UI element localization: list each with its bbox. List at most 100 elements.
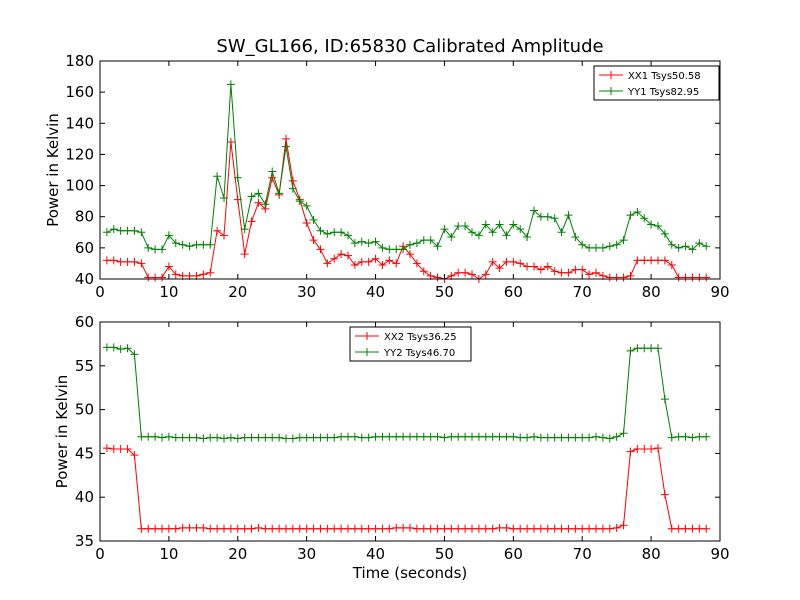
data-point [268,167,277,176]
data-point [302,524,311,533]
data-point [247,524,256,533]
data-point [185,242,194,251]
data-point [123,257,132,266]
data-point [254,433,263,442]
data-point [695,273,704,282]
data-point [116,257,125,266]
y-tick-label: 100 [65,177,94,195]
data-point [543,212,552,221]
data-point [647,220,656,229]
axes-frame [99,321,721,542]
y-tick-label: 40 [75,270,94,288]
data-point [192,240,201,249]
legend-box [349,326,472,362]
data-point [612,432,621,441]
legend-marker [607,71,615,79]
data-point [502,257,511,266]
data-point [344,251,352,260]
data-point [123,344,132,353]
data-point [144,273,153,282]
data-point [433,524,442,533]
y-tick-label: 140 [65,114,94,132]
data-point [102,343,111,352]
plots: 0 10 20 30 40 50 60 70 80 90406080100120140160180… [44,52,730,582]
data-point [137,259,146,268]
data-point [171,270,180,279]
data-point [392,259,401,268]
x-tick-label: 80 [642,283,661,301]
data-point [598,243,607,252]
data-point [171,433,180,442]
data-point [357,433,366,442]
data-point [275,433,284,442]
data-point [619,273,628,282]
data-point [295,197,304,206]
data-point [226,524,235,533]
data-point [309,236,318,245]
data-point [481,432,490,441]
series-2 [102,80,711,254]
data-point [178,433,187,442]
data-point [116,445,125,454]
data-point [674,524,683,533]
data-point [681,273,690,282]
x-tick-label: 10 [159,545,178,563]
data-point [564,524,573,533]
data-point [619,236,628,245]
data-point [571,232,580,241]
data-point [364,433,373,442]
data-point [295,433,304,442]
x-tick-label: 60 [504,283,523,301]
data-point [578,265,587,274]
data-point [233,434,242,443]
data-point [412,524,421,533]
data-point [461,432,470,441]
data-point [433,432,442,441]
data-point [102,444,111,453]
data-point [509,220,518,229]
data-point [371,254,380,263]
data-point [474,432,483,441]
data-point [523,232,532,241]
data-point [116,226,125,235]
data-point [419,524,428,533]
data-point [571,265,580,274]
data-point [530,524,538,533]
data-point [323,524,332,533]
data-point [516,259,525,268]
data-point [426,432,435,441]
data-point [288,176,297,185]
data-point [364,257,373,266]
data-point [426,236,435,245]
x-tick-label: 0 [95,283,105,301]
data-point [516,225,525,234]
data-point [102,256,111,265]
data-point [605,434,614,443]
data-point [667,524,676,533]
data-point [557,268,566,277]
data-point [571,433,580,442]
data-point [688,273,697,282]
data-point [350,239,359,248]
data-point [233,173,242,182]
data-point [440,433,449,442]
data-point [536,265,545,274]
data-point [571,524,580,533]
data-point [660,395,669,404]
figure-title: SW_GL166, ID:65830 Calibrated Amplitude [216,36,603,57]
legend-entry: XX1 Tsys50.58 [599,71,701,82]
data-point [454,524,463,533]
data-point [564,433,573,442]
data-point [282,134,290,143]
data-point [447,432,456,441]
data-point [199,240,208,249]
data-point [557,524,566,533]
data-point [164,524,173,533]
data-point [344,231,352,240]
y-tick-label: 40 [75,488,94,506]
data-point [536,212,545,221]
data-point [585,243,594,252]
data-point [447,232,456,241]
data-point [481,270,490,279]
data-point [557,228,566,237]
